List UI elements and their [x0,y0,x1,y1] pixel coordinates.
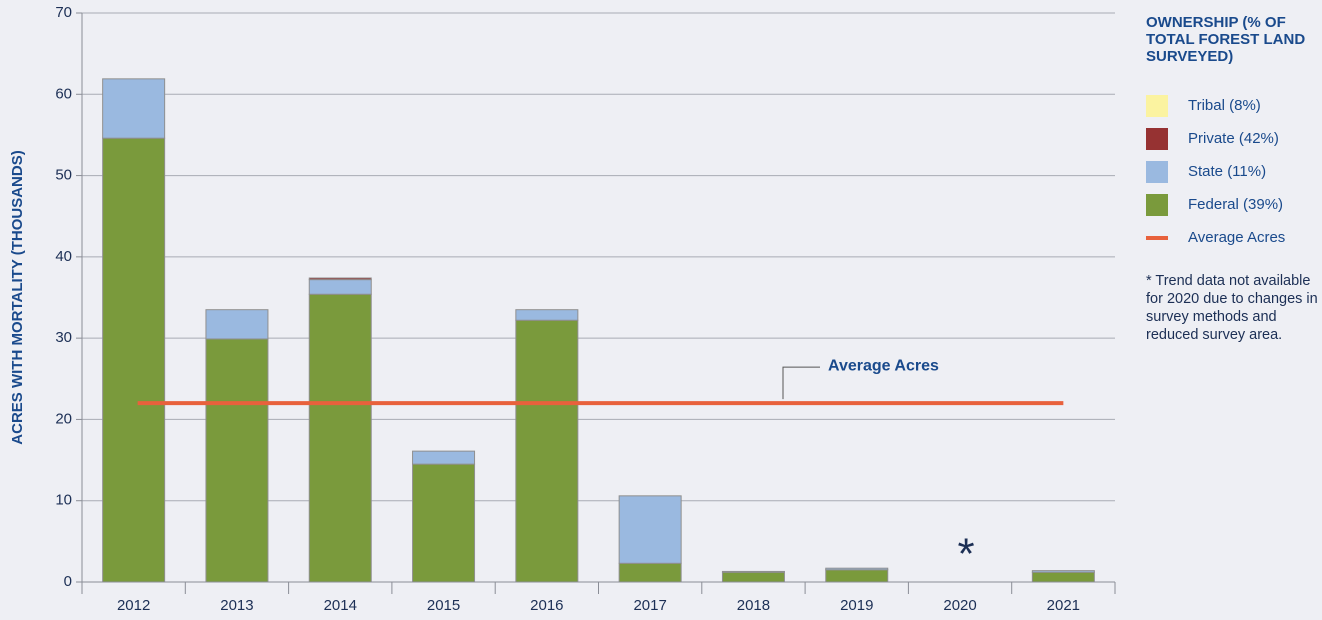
y-tick-label: 70 [55,4,72,21]
legend-title: OWNERSHIP (% OF TOTAL FOREST LAND SURVEY… [1146,14,1306,65]
y-tick-label: 60 [55,85,72,102]
legend-label: Tribal (8%) [1188,97,1261,114]
x-tick-label: 2012 [117,597,150,614]
y-tick-label: 20 [55,410,72,427]
legend-label: Average Acres [1188,229,1286,246]
note: * Trend data not available for 2020 due … [1146,273,1318,343]
bar-segment [412,463,476,583]
annotation: Average Acres [828,357,939,374]
y-tick-label: 30 [55,329,72,346]
legend-item: Federal (39%) [1146,194,1316,216]
x-tick-label: 2014 [324,597,357,614]
legend-item: Tribal (8%) [1146,95,1316,117]
legend-item: State (11%) [1146,161,1316,183]
y-axis-label: ACRES WITH MORTALITY (THOUSANDS) [9,150,26,444]
bar-segment [412,450,476,465]
bar-segment [721,570,785,573]
bar-segment [515,319,579,583]
bar-segment [1031,570,1095,573]
x-tick-label: 2017 [633,597,666,614]
x-tick-label: 2019 [840,597,873,614]
bar-segment [1031,571,1095,583]
bar-segment [721,571,785,583]
legend-swatch [1146,161,1168,183]
x-tick-label: 2015 [427,597,460,614]
bar-segment [102,78,166,139]
x-tick-label: 2020 [943,597,976,614]
missing-marker: * [957,530,974,579]
legend-swatch [1146,95,1168,117]
y-tick-label: 40 [55,248,72,265]
legend-swatch [1146,194,1168,216]
bar-segment [308,279,372,295]
annotation-leader [782,366,820,400]
legend-label: Private (42%) [1188,130,1279,147]
y-tick-label: 50 [55,167,72,184]
bar-segment [825,567,889,571]
legend-label: State (11%) [1188,163,1267,180]
y-tick-label: 10 [55,492,72,509]
bar-segment [618,562,682,583]
legend-swatch [1146,128,1168,150]
bar-segment [618,495,682,564]
x-tick-label: 2018 [737,597,770,614]
y-tick-label: 0 [64,573,72,590]
bar-segment [205,309,269,340]
bar-segment [102,137,166,583]
bar-segment [308,277,372,281]
x-tick-label: 2021 [1047,597,1080,614]
bar-segment [825,569,889,583]
legend-swatch [1146,236,1168,240]
x-tick-label: 2013 [220,597,253,614]
bar-segment [308,293,372,583]
legend-label: Federal (39%) [1188,196,1284,213]
legend-item: Average Acres [1146,227,1316,249]
legend-item: Private (42%) [1146,128,1316,150]
x-tick-label: 2016 [530,597,563,614]
bar-segment [205,338,269,583]
bar-segment [515,309,579,321]
